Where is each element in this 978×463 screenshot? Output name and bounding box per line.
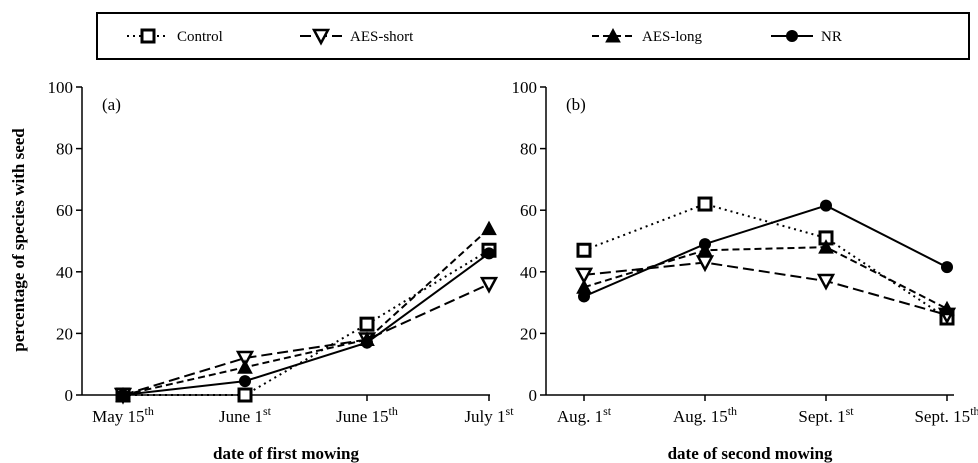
y-tick-label: 100 <box>48 78 74 97</box>
panel-b: 0 20 40 60 80 100 Aug. 1st Aug. 15th Sept. 1st Se… <box>512 78 978 463</box>
legend-label: AES-long <box>642 29 703 45</box>
data-point <box>574 267 594 285</box>
series-aes-long <box>576 239 955 316</box>
data-point <box>820 199 832 212</box>
panel-a: 0 20 40 60 80 100 May 15th June 1st June 15th Jul… <box>48 78 515 463</box>
series-line <box>123 249 490 396</box>
data-point <box>359 316 375 332</box>
legend-item-aes-long: AES-long <box>592 27 703 45</box>
series-line <box>583 246 948 310</box>
y-tick-label: 60 <box>520 201 537 220</box>
legend-label: AES-short <box>350 29 414 45</box>
x-tick-label: July 1st <box>464 404 514 426</box>
y-tick-label: 80 <box>520 140 537 159</box>
data-point <box>479 276 499 294</box>
panel-label: (a) <box>102 95 121 114</box>
y-tick-label: 40 <box>56 263 73 282</box>
data-point <box>481 220 497 236</box>
series-aes-short <box>574 255 957 325</box>
series-line <box>583 202 948 319</box>
series-line <box>583 204 948 298</box>
data-point <box>578 290 590 303</box>
x-tick-label: Aug. 15th <box>673 404 737 426</box>
data-point <box>483 247 495 260</box>
data-point <box>695 255 715 273</box>
data-point <box>361 336 373 349</box>
series-control <box>576 196 955 326</box>
data-point <box>117 389 129 401</box>
y-tick-label: 100 <box>512 78 538 97</box>
y-tick-label: 40 <box>520 263 537 282</box>
y-tick-label: 0 <box>65 386 74 405</box>
y-tick-label: 20 <box>520 324 537 343</box>
data-point <box>237 359 253 374</box>
x-tick-label: June 1st <box>219 404 272 426</box>
legend-item-nr: NR <box>771 29 842 45</box>
data-point <box>699 238 711 251</box>
legend-item-control: Control <box>127 28 223 45</box>
data-point <box>697 196 713 212</box>
y-tick-label: 0 <box>529 386 538 405</box>
series-nr <box>578 199 953 303</box>
y-tick-label: 80 <box>56 140 73 159</box>
legend: Control AES-short AES-long NR <box>96 12 970 60</box>
data-point <box>941 261 953 274</box>
panel-label: (b) <box>566 95 586 114</box>
data-point <box>576 242 592 258</box>
data-point <box>818 239 834 254</box>
x-tick-label: Sept. 1st <box>798 404 854 426</box>
data-point <box>239 375 251 388</box>
legend-marker <box>786 30 798 42</box>
y-axis-label: percentage of species with seed <box>9 128 28 352</box>
legend-label: Control <box>177 29 223 45</box>
legend-label: NR <box>821 29 842 45</box>
x-axis-label: date of first mowing <box>213 444 359 463</box>
data-point <box>816 273 836 291</box>
x-tick-label: June 15th <box>336 404 398 426</box>
series-aes-long <box>115 220 497 402</box>
series-line <box>122 283 490 396</box>
series-aes-short <box>113 276 499 405</box>
legend-item-aes-short: AES-short <box>300 28 414 46</box>
series-line <box>122 227 490 396</box>
series-line <box>583 261 948 316</box>
x-tick-label: Aug. 1st <box>557 404 612 426</box>
x-axis-label: date of second mowing <box>668 444 833 463</box>
series-nr <box>117 247 495 401</box>
series-control <box>115 242 497 403</box>
data-point <box>237 387 253 403</box>
series-line <box>122 252 490 396</box>
legend-marker <box>605 27 621 43</box>
y-tick-label: 60 <box>56 201 73 220</box>
legend-marker <box>311 28 331 46</box>
y-tick-label: 20 <box>56 324 73 343</box>
data-point <box>939 300 955 316</box>
legend-frame <box>96 12 970 60</box>
x-tick-label: May 15th <box>92 404 154 426</box>
legend-marker <box>140 28 156 44</box>
data-point <box>235 350 255 368</box>
x-tick-label: Sept. 15th <box>914 404 978 426</box>
